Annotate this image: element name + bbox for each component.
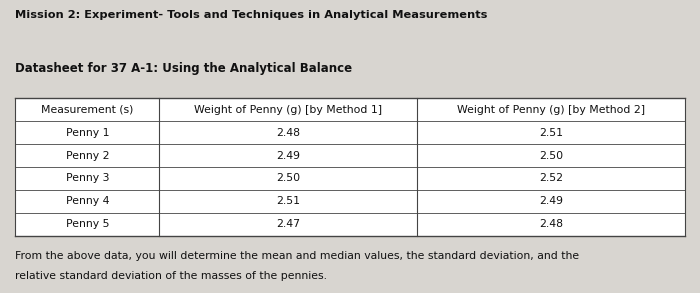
Text: From the above data, you will determine the mean and median values, the standard: From the above data, you will determine … bbox=[15, 251, 580, 260]
Text: Penny 1: Penny 1 bbox=[66, 127, 109, 138]
Text: 2.48: 2.48 bbox=[276, 127, 300, 138]
Text: 2.49: 2.49 bbox=[276, 151, 300, 161]
Text: 2.49: 2.49 bbox=[539, 196, 563, 207]
Text: Penny 5: Penny 5 bbox=[66, 219, 109, 229]
Text: Datasheet for 37 A-1: Using the Analytical Balance: Datasheet for 37 A-1: Using the Analytic… bbox=[15, 62, 353, 74]
Text: 2.50: 2.50 bbox=[539, 151, 563, 161]
Text: Weight of Penny (g) [by Method 2]: Weight of Penny (g) [by Method 2] bbox=[456, 105, 645, 115]
Text: Weight of Penny (g) [by Method 1]: Weight of Penny (g) [by Method 1] bbox=[194, 105, 382, 115]
Text: 2.50: 2.50 bbox=[276, 173, 300, 183]
Text: Penny 4: Penny 4 bbox=[66, 196, 109, 207]
Bar bbox=[15, 98, 685, 236]
Text: 2.51: 2.51 bbox=[276, 196, 300, 207]
Text: Mission 2: Experiment- Tools and Techniques in Analytical Measurements: Mission 2: Experiment- Tools and Techniq… bbox=[15, 10, 488, 20]
Text: Penny 3: Penny 3 bbox=[66, 173, 109, 183]
Text: 2.47: 2.47 bbox=[276, 219, 300, 229]
Text: Measurement (s): Measurement (s) bbox=[41, 105, 134, 115]
Text: 2.52: 2.52 bbox=[539, 173, 563, 183]
Text: Penny 2: Penny 2 bbox=[66, 151, 109, 161]
Text: 2.48: 2.48 bbox=[539, 219, 563, 229]
Text: 2.51: 2.51 bbox=[539, 127, 563, 138]
Text: relative standard deviation of the masses of the pennies.: relative standard deviation of the masse… bbox=[15, 271, 328, 281]
